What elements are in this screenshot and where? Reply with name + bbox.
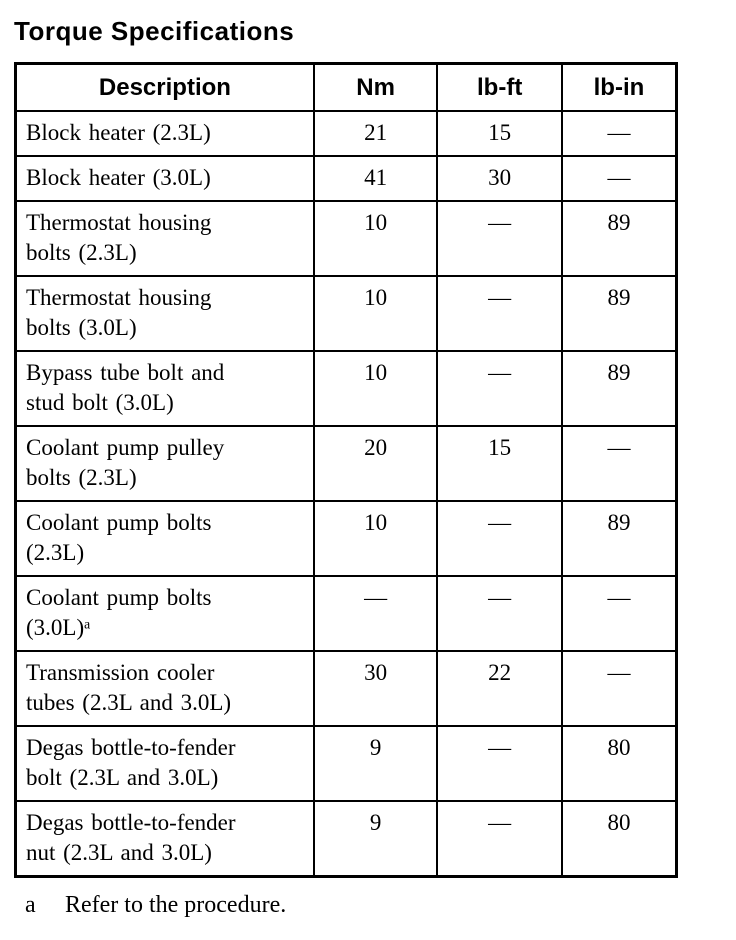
header-description: Description (14, 62, 315, 112)
nm-cell: 30 (312, 650, 439, 727)
lb-ft-cell: 15 (436, 110, 563, 157)
nm-cell: 10 (312, 350, 439, 427)
description-cell: Coolant pump bolts (2.3L) (14, 500, 315, 577)
description-cell: Degas bottle-to-fender nut (2.3L and 3.0… (14, 800, 315, 878)
table-row: Thermostat housing bolts (2.3L) 10 — 89 (14, 200, 678, 277)
description-cell: Coolant pump bolts (3.0L)ᵃ (14, 575, 315, 652)
lb-ft-cell: — (436, 800, 563, 878)
nm-cell: 10 (312, 200, 439, 277)
description-cell: Transmission cooler tubes (2.3L and 3.0L… (14, 650, 315, 727)
lb-in-cell: 80 (560, 725, 678, 802)
nm-cell: 9 (312, 800, 439, 878)
table-row: Transmission cooler tubes (2.3L and 3.0L… (14, 650, 678, 727)
description-cell: Block heater (2.3L) (14, 110, 315, 157)
lb-in-cell: 80 (560, 800, 678, 878)
table-row: Block heater (2.3L) 21 15 — (14, 110, 678, 157)
table-row: Block heater (3.0L) 41 30 — (14, 155, 678, 202)
lb-in-cell: — (560, 650, 678, 727)
lb-ft-cell: — (436, 500, 563, 577)
table-row: Coolant pump bolts (2.3L) 10 — 89 (14, 500, 678, 577)
nm-cell: — (312, 575, 439, 652)
nm-cell: 20 (312, 425, 439, 502)
footnote-marker: a (25, 892, 36, 918)
lb-ft-cell: 15 (436, 425, 563, 502)
lb-in-cell: 89 (560, 500, 678, 577)
header-lb-ft: lb-ft (436, 62, 563, 112)
description-cell: Degas bottle-to-fender bolt (2.3L and 3.… (14, 725, 315, 802)
lb-ft-cell: 30 (436, 155, 563, 202)
header-lb-in: lb-in (560, 62, 678, 112)
lb-ft-cell: — (436, 725, 563, 802)
lb-in-cell: — (560, 155, 678, 202)
lb-in-cell: — (560, 575, 678, 652)
description-cell: Block heater (3.0L) (14, 155, 315, 202)
lb-in-cell: — (560, 425, 678, 502)
lb-in-cell: — (560, 110, 678, 157)
description-cell: Thermostat housing bolts (3.0L) (14, 275, 315, 352)
table-row: Degas bottle-to-fender nut (2.3L and 3.0… (14, 800, 678, 878)
nm-cell: 9 (312, 725, 439, 802)
nm-cell: 10 (312, 500, 439, 577)
header-nm: Nm (312, 62, 439, 112)
torque-specifications-table: Description Nm lb-ft lb-in Block heater … (14, 62, 678, 878)
description-cell: Thermostat housing bolts (2.3L) (14, 200, 315, 277)
lb-ft-cell: — (436, 200, 563, 277)
table-row: Degas bottle-to-fender bolt (2.3L and 3.… (14, 725, 678, 802)
footnote: a Refer to the procedure. (25, 892, 286, 919)
table-row: Coolant pump bolts (3.0L)ᵃ — — — (14, 575, 678, 652)
lb-in-cell: 89 (560, 350, 678, 427)
table-row: Thermostat housing bolts (3.0L) 10 — 89 (14, 275, 678, 352)
lb-ft-cell: — (436, 350, 563, 427)
lb-in-cell: 89 (560, 200, 678, 277)
lb-ft-cell: — (436, 275, 563, 352)
footnote-text: Refer to the procedure. (65, 892, 287, 918)
table-header-row: Description Nm lb-ft lb-in (14, 62, 678, 112)
lb-ft-cell: — (436, 575, 563, 652)
table-row: Bypass tube bolt and stud bolt (3.0L) 10… (14, 350, 678, 427)
lb-in-cell: 89 (560, 275, 678, 352)
lb-ft-cell: 22 (436, 650, 563, 727)
nm-cell: 21 (312, 110, 439, 157)
nm-cell: 41 (312, 155, 439, 202)
table-row: Coolant pump pulley bolts (2.3L) 20 15 — (14, 425, 678, 502)
description-cell: Coolant pump pulley bolts (2.3L) (14, 425, 315, 502)
page-title: Torque Specifications (14, 16, 295, 46)
description-cell: Bypass tube bolt and stud bolt (3.0L) (14, 350, 315, 427)
nm-cell: 10 (312, 275, 439, 352)
